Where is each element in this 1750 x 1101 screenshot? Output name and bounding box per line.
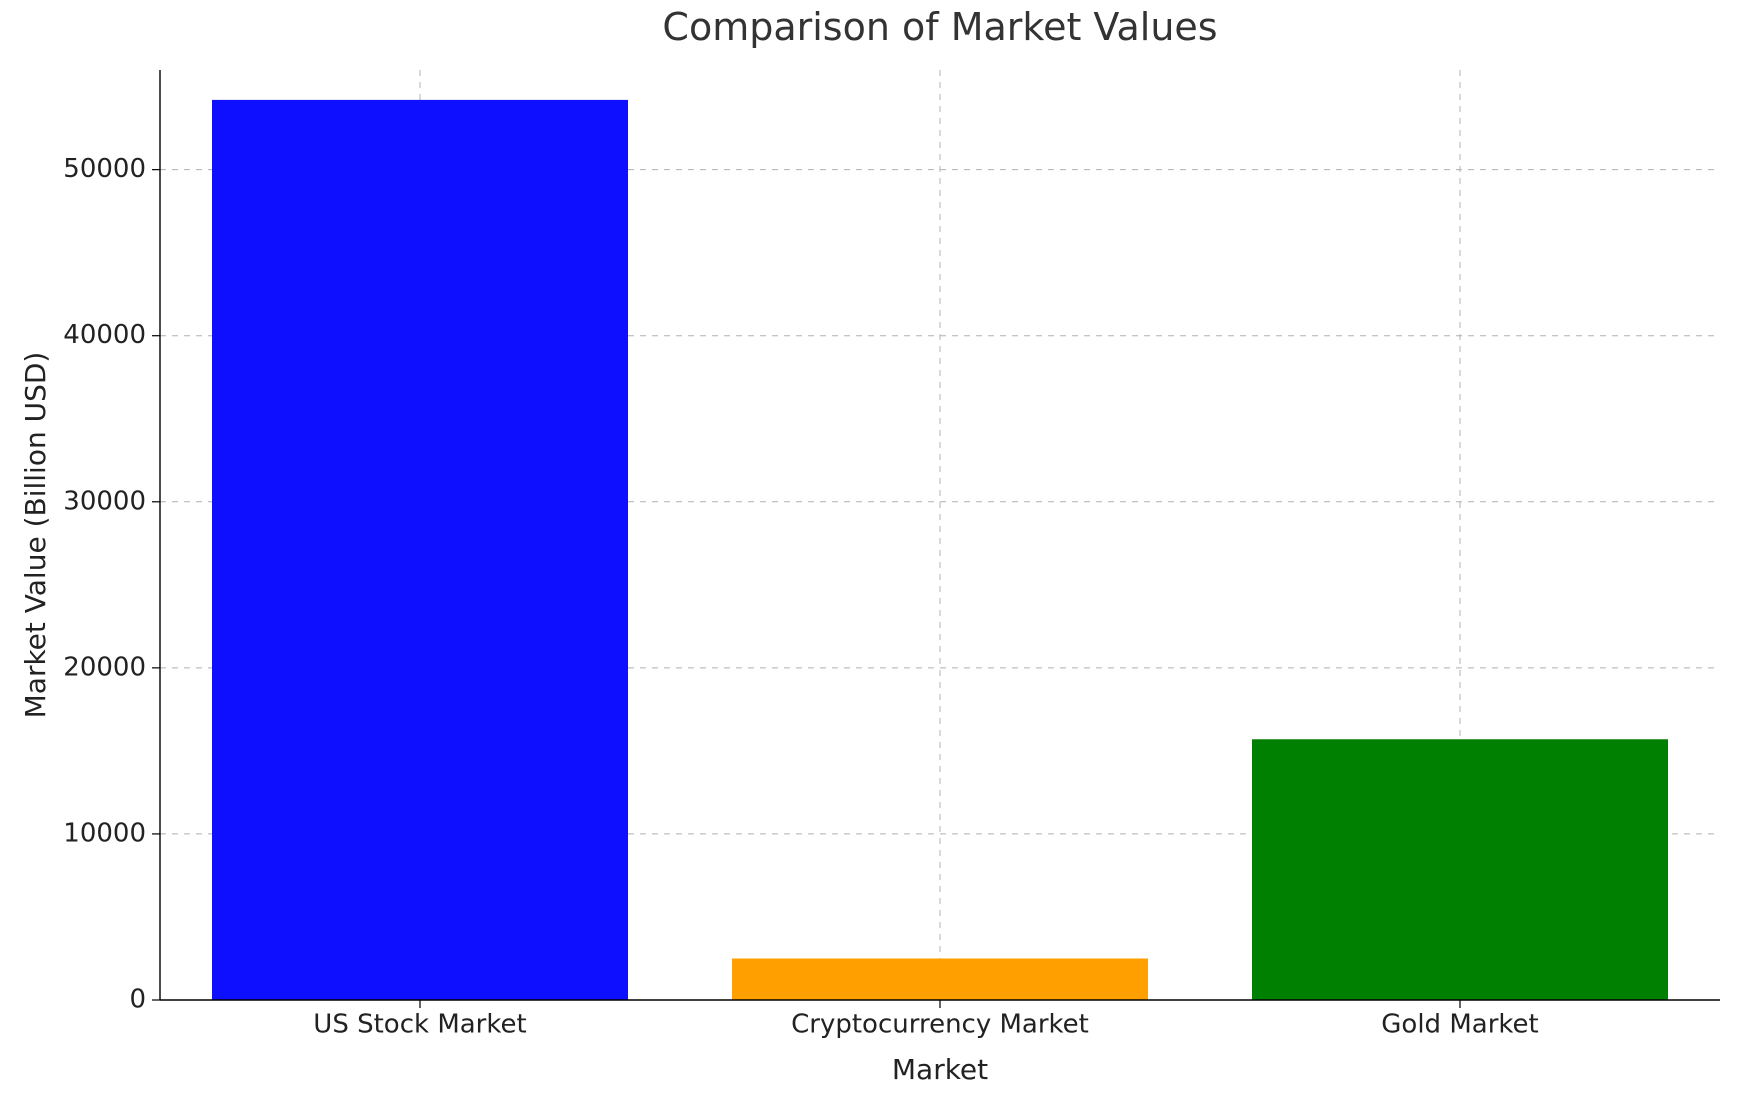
chart-container: 0 10000 20000 30000 40000 50000 US Stock Marke… — [0, 0, 1750, 1101]
bar — [212, 100, 628, 1000]
bar — [732, 958, 1148, 1000]
chart-title: Comparison of Market Values — [662, 5, 1217, 49]
y-tick-label: 20000 — [63, 652, 146, 682]
x-axis-label: Market — [892, 1053, 988, 1086]
x-tick-label: US Stock Market — [313, 1009, 526, 1039]
y-tick-label: 40000 — [63, 320, 146, 350]
bar — [1252, 739, 1668, 1000]
y-tick-label: 0 — [129, 985, 146, 1015]
x-tick-label: Cryptocurrency Market — [791, 1009, 1089, 1039]
y-tick-label: 30000 — [63, 486, 146, 516]
y-tick-label: 10000 — [63, 818, 146, 848]
bar-chart: 0 10000 20000 30000 40000 50000 US Stock Marke… — [0, 0, 1750, 1101]
y-axis-label: Market Value (Billion USD) — [19, 352, 52, 719]
y-tick-label: 50000 — [63, 154, 146, 184]
x-tick-label: Gold Market — [1381, 1009, 1538, 1039]
